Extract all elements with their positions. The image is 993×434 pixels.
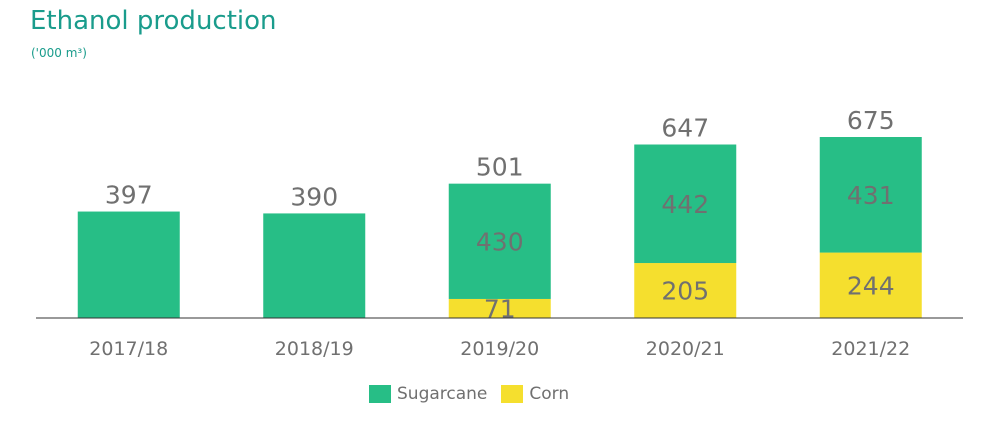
label-total-2021/22: 675 [847, 106, 895, 135]
chart-subtitle: ('000 m³) [31, 46, 87, 60]
label-total-2017/18: 397 [105, 181, 153, 210]
label-corn-2020/21: 205 [661, 277, 709, 306]
label-sugarcane-2019/20: 430 [476, 227, 524, 256]
tick-label-2020/21: 2020/21 [646, 338, 725, 360]
tick-label-2019/20: 2019/20 [460, 338, 539, 360]
tick-label-2018/19: 2018/19 [275, 338, 354, 360]
legend-item-sugarcane: Sugarcane [369, 384, 487, 404]
label-sugarcane-2020/21: 442 [661, 190, 709, 219]
tick-label-2021/22: 2021/22 [831, 338, 910, 360]
legend-swatch-corn [501, 385, 524, 403]
label-corn-2019/20: 71 [484, 294, 516, 323]
legend-label-corn: Corn [529, 384, 570, 404]
legend-label-sugarcane: Sugarcane [397, 384, 488, 404]
tick-label-2017/18: 2017/18 [89, 338, 168, 360]
legend-item-corn: Corn [501, 384, 569, 404]
label-corn-2021/22: 244 [847, 271, 895, 300]
bar-sugarcane-2017/18 [77, 211, 180, 318]
bar-corn-2019/20 [448, 298, 551, 318]
chart-title: Ethanol production [30, 6, 277, 36]
bar-sugarcane-2018/19 [263, 213, 366, 318]
bar-sugarcane-2020/21 [634, 144, 737, 264]
label-total-2020/21: 647 [661, 114, 709, 143]
legend: Sugarcane Corn [369, 384, 583, 404]
bar-sugarcane-2021/22 [819, 137, 922, 253]
legend-swatch-sugarcane [369, 385, 391, 403]
label-total-2019/20: 501 [476, 153, 524, 182]
label-total-2018/19: 390 [290, 182, 338, 211]
bar-corn-2021/22 [819, 252, 922, 318]
bar-sugarcane-2019/20 [448, 183, 551, 299]
label-sugarcane-2021/22: 431 [847, 181, 895, 210]
bar-corn-2020/21 [634, 263, 737, 318]
